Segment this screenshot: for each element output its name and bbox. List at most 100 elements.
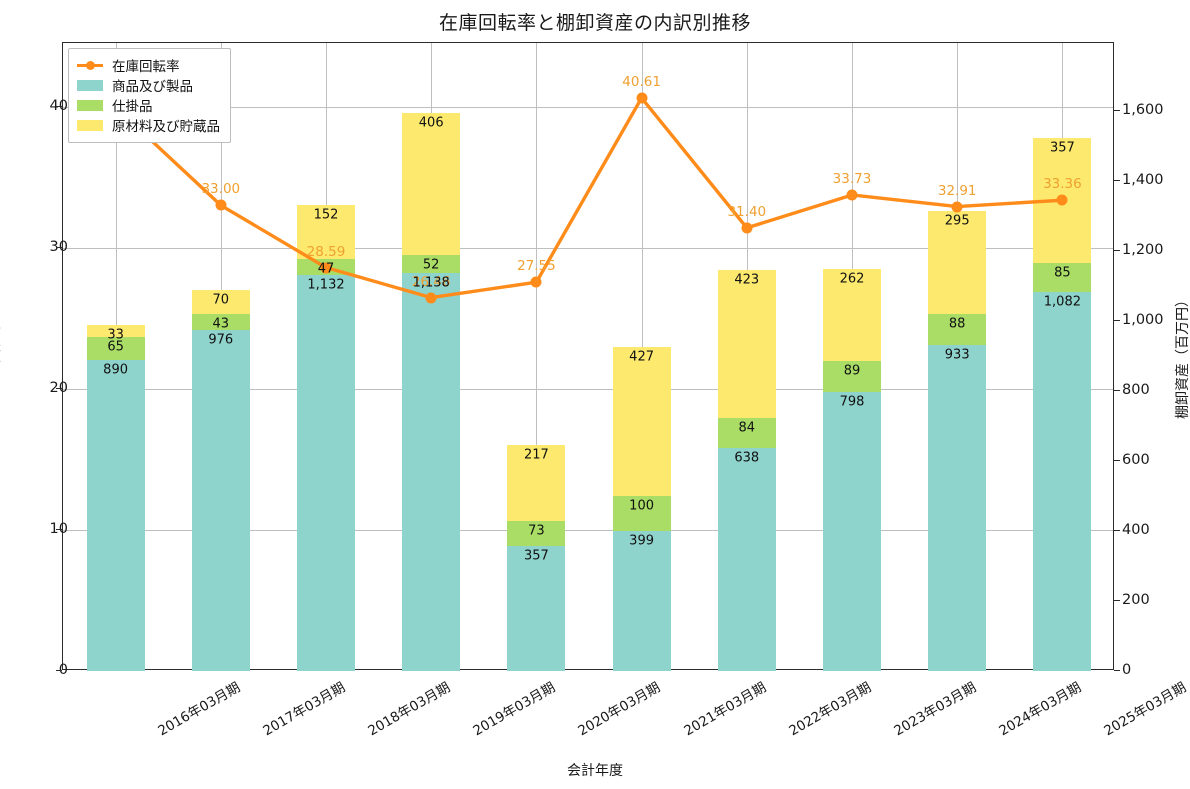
bar-segment[interactable] (717, 418, 776, 448)
x-axis-tick-label: 2022年03月期 (786, 679, 874, 740)
bar-segment[interactable] (717, 270, 776, 419)
bar-segment[interactable] (928, 210, 987, 314)
line-data-point[interactable] (951, 201, 963, 213)
bar-value-label: 52 (422, 257, 440, 273)
legend-item-label: 原材料及び貯蔵品 (112, 119, 220, 135)
secondary-y-axis-tick-mark (1114, 460, 1120, 462)
bar-segment[interactable] (823, 360, 881, 392)
secondary-y-axis-tick-mark (1114, 390, 1120, 392)
bar-segment[interactable] (612, 531, 671, 671)
bar-value-label: 65 (107, 339, 124, 355)
bar-segment[interactable] (612, 496, 671, 532)
y-axis-tick-mark (56, 105, 62, 107)
x-axis-tick-label: 2018年03月期 (365, 679, 454, 740)
bar-segment[interactable] (507, 444, 566, 521)
bar-segment[interactable] (402, 254, 461, 273)
bar-segment[interactable] (86, 359, 145, 671)
line-data-point[interactable] (636, 92, 648, 104)
data-label-layer: 890 65 33 976 43 70 1,132 47 152 1,138 52 406 357 73 2… (63, 43, 1113, 669)
bar-value-label: 70 (212, 292, 230, 308)
bar-segment[interactable] (402, 112, 461, 255)
gridline-horizontal (63, 529, 1113, 531)
y-axis-label: 在庫回転率 (0, 321, 3, 391)
legend-item-label: 在庫回転率 (112, 59, 180, 75)
legend-item-label: 商品及び製品 (112, 79, 193, 95)
bar-value-label: 84 (738, 420, 756, 436)
line-data-point[interactable] (320, 262, 332, 274)
bar-value-label: 1,132 (307, 277, 345, 293)
legend-item[interactable]: 仕掛品 (77, 95, 220, 115)
bar-value-label: 798 (839, 394, 865, 410)
x-axis-tick-label: 2019年03月期 (470, 679, 559, 740)
bar-value-label: 423 (734, 272, 760, 288)
line-value-label: 33.00 (201, 181, 241, 198)
bar-value-label: 152 (313, 207, 339, 223)
bar-segment[interactable] (928, 344, 987, 671)
bar-segment[interactable] (191, 314, 250, 330)
secondary-y-axis-tick-mark (1114, 110, 1120, 112)
line-data-point[interactable] (1056, 194, 1068, 206)
bar-segment[interactable] (823, 391, 881, 671)
bar-value-label: 85 (1054, 265, 1071, 281)
bar-value-label: 295 (944, 213, 970, 229)
legend-item[interactable]: 商品及び製品 (77, 75, 220, 95)
bar-segment[interactable] (1033, 292, 1092, 671)
bar-segment[interactable] (823, 269, 881, 361)
gridline-horizontal (63, 247, 1113, 249)
bar-segment[interactable] (297, 205, 355, 259)
bar-segment[interactable] (612, 347, 671, 497)
line-value-label: 28.59 (306, 243, 346, 260)
bar-value-label: 262 (839, 271, 865, 287)
bar-value-label: 88 (948, 316, 966, 332)
legend-item[interactable]: 在庫回転率 (77, 55, 220, 75)
bar-value-label: 217 (523, 447, 549, 463)
legend-item[interactable]: 原材料及び貯蔵品 (77, 115, 220, 135)
line-value-label: 31.40 (727, 203, 767, 220)
bar-value-label: 976 (208, 332, 234, 348)
bar-value-label: 357 (523, 548, 549, 564)
secondary-y-axis-tick-label: 200 (1122, 592, 1150, 609)
x-axis-tick-label: 2021年03月期 (680, 679, 769, 740)
legend-line-marker-icon (77, 60, 103, 71)
bar-segment[interactable] (717, 447, 776, 671)
gridline-vertical (536, 43, 538, 669)
bar-segment[interactable] (86, 336, 145, 360)
x-axis-tick-label: 2017年03月期 (260, 679, 348, 740)
line-data-point[interactable] (846, 189, 858, 201)
bar-segment[interactable] (191, 329, 250, 671)
line-data-point[interactable] (530, 276, 542, 288)
secondary-y-axis-tick-mark (1114, 530, 1120, 532)
y-axis-tick-mark (56, 528, 62, 530)
secondary-y-axis-tick-mark (1114, 600, 1120, 602)
secondary-y-axis-tick-mark (1114, 180, 1120, 182)
bar-segment[interactable] (507, 546, 566, 671)
bar-value-label: 33 (107, 327, 124, 343)
bar-value-label: 1,082 (1043, 294, 1081, 310)
line-series-layer: 39.9533.0028.5926.4627.5540.6131.4033.73… (63, 43, 1113, 669)
bar-segment[interactable] (86, 325, 145, 337)
bar-segment[interactable] (507, 520, 566, 547)
secondary-y-axis-tick-label: 1,000 (1122, 312, 1164, 329)
line-data-point[interactable] (425, 292, 437, 304)
x-axis-tick-label: 2025年03月期 (1101, 679, 1190, 740)
line-value-label: 33.36 (1043, 176, 1082, 193)
bar-segment[interactable] (191, 290, 250, 315)
bar-segment[interactable] (928, 313, 987, 345)
line-data-point[interactable] (741, 222, 753, 234)
secondary-y-axis-tick-label: 0 (1122, 662, 1132, 678)
bar-value-label: 357 (1049, 140, 1075, 156)
secondary-y-axis-tick-label: 800 (1122, 382, 1150, 399)
bar-value-label: 399 (629, 533, 655, 549)
chart-legend[interactable]: 在庫回転率商品及び製品 仕掛品原材料及び貯蔵品 (68, 48, 231, 143)
y-axis-tick-label: 0 (58, 662, 68, 678)
bar-segment[interactable] (297, 274, 355, 671)
bar-value-label: 47 (317, 261, 335, 276)
legend-color-swatch (77, 119, 103, 131)
line-data-point[interactable] (215, 199, 227, 211)
line-value-label: 26.46 (411, 273, 451, 290)
secondary-y-axis-tick-label: 1,400 (1122, 172, 1164, 189)
bar-segment[interactable] (402, 272, 461, 671)
bar-segment[interactable] (1033, 262, 1092, 293)
bar-value-label: 638 (734, 450, 760, 466)
